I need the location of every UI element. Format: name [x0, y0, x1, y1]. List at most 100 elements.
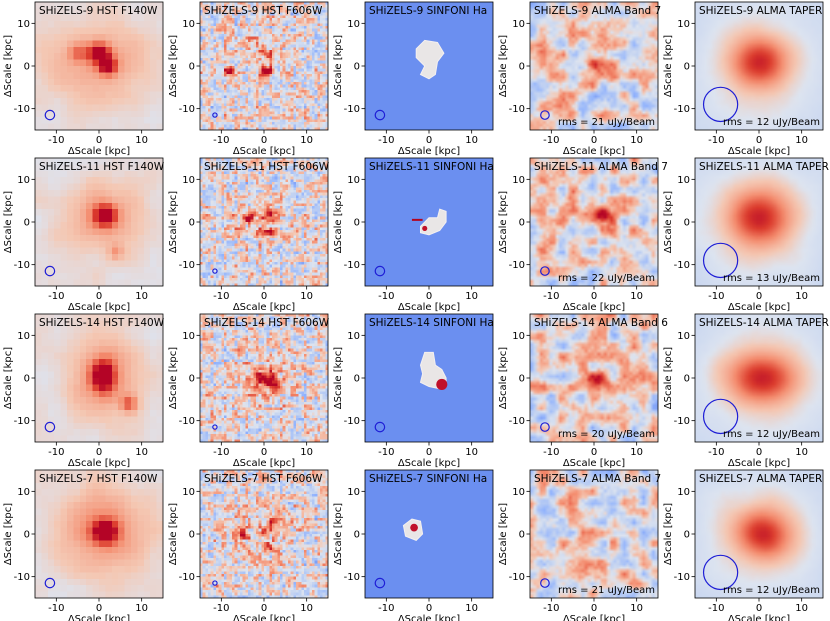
y-tick-label: 0 — [684, 530, 690, 541]
x-tick-label: -10 — [378, 135, 394, 146]
x-axis-label: ΔScale [kpc] — [563, 458, 625, 469]
y-tick-label: -10 — [14, 260, 30, 271]
rms-label: rms = 21 uJy/Beam — [558, 117, 655, 128]
intensity-map — [695, 158, 823, 286]
beam-ellipse — [374, 109, 386, 121]
x-tick-label: -10 — [708, 135, 724, 146]
beam-ellipse — [212, 268, 218, 274]
y-axis-label: ΔScale [kpc] — [168, 191, 179, 253]
y-tick-label: 0 — [684, 62, 690, 73]
intensity-map — [35, 2, 163, 130]
y-tick-label: -10 — [344, 260, 360, 271]
x-tick-label: -10 — [543, 291, 559, 302]
beam-ellipse — [44, 577, 56, 589]
panel-r0-c3: SHiZELS-9 ALMA Band 7 rms = 21 uJy/Beam -1… — [498, 1, 661, 157]
y-axis-label: ΔScale [kpc] — [663, 191, 674, 253]
x-tick-label: -10 — [48, 135, 64, 146]
panel-title: SHiZELS-11 ALMA TAPER — [699, 161, 829, 173]
beam-ellipse — [212, 580, 218, 586]
x-tick-label: 10 — [630, 603, 643, 614]
panel-title: SHiZELS-9 HST F140W — [39, 5, 158, 17]
y-tick-label: -10 — [509, 572, 525, 583]
y-tick-label: 10 — [347, 175, 360, 186]
panel-title: SHiZELS-14 SINFONI Ha — [369, 317, 494, 329]
y-axis-label: ΔScale [kpc] — [168, 347, 179, 409]
x-tick-label: 10 — [795, 447, 808, 458]
rms-label: rms = 21 uJy/Beam — [558, 585, 655, 596]
y-axis-label: ΔScale [kpc] — [498, 347, 509, 409]
intensity-map — [530, 470, 658, 598]
intensity-map — [695, 314, 823, 442]
beam-ellipse — [702, 86, 739, 123]
x-tick-label: 0 — [756, 447, 762, 458]
y-tick-label: 0 — [519, 374, 525, 385]
x-tick-label: 0 — [261, 447, 267, 458]
y-axis-label: ΔScale [kpc] — [333, 191, 344, 253]
x-tick-label: 0 — [96, 135, 102, 146]
x-axis-label: ΔScale [kpc] — [563, 614, 625, 621]
panel-r1-c4: SHiZELS-11 ALMA TAPER rms = 13 uJy/Beam -1… — [663, 157, 829, 313]
intensity-map — [200, 2, 328, 130]
y-tick-label: -10 — [14, 572, 30, 583]
panel-title: SHiZELS-14 HST F140W — [39, 317, 165, 329]
x-tick-label: 10 — [630, 135, 643, 146]
y-axis-label: ΔScale [kpc] — [3, 347, 14, 409]
x-tick-label: 0 — [261, 291, 267, 302]
x-tick-label: 10 — [300, 135, 313, 146]
x-axis-label: ΔScale [kpc] — [233, 302, 295, 313]
y-tick-label: -10 — [674, 260, 690, 271]
x-tick-label: 0 — [591, 135, 597, 146]
intensity-map — [695, 470, 823, 598]
x-tick-label: 10 — [300, 603, 313, 614]
y-tick-label: 0 — [354, 218, 360, 229]
y-tick-label: -10 — [674, 572, 690, 583]
y-tick-label: -10 — [14, 416, 30, 427]
y-tick-label: 10 — [347, 487, 360, 498]
x-tick-label: 0 — [591, 603, 597, 614]
y-tick-label: -10 — [344, 572, 360, 583]
y-axis-label: ΔScale [kpc] — [498, 503, 509, 565]
x-tick-label: -10 — [378, 291, 394, 302]
panel-title: SHiZELS-7 ALMA TAPER — [699, 473, 822, 485]
beam-ellipse — [374, 577, 386, 589]
x-tick-label: 0 — [756, 135, 762, 146]
y-tick-label: 0 — [519, 62, 525, 73]
panel-r2-c2: SHiZELS-14 SINFONI Ha-10 0 10-10010ΔScale … — [333, 313, 494, 469]
x-tick-label: 0 — [591, 291, 597, 302]
rms-label: rms = 12 uJy/Beam — [723, 585, 820, 596]
panel-r0-c4: SHiZELS-9 ALMA TAPER rms = 12 uJy/Beam -10… — [663, 1, 824, 157]
y-tick-label: 0 — [24, 374, 30, 385]
x-tick-label: 0 — [96, 603, 102, 614]
intensity-map — [530, 314, 658, 442]
rms-label: rms = 12 uJy/Beam — [723, 117, 820, 128]
x-axis-label: ΔScale [kpc] — [398, 614, 460, 621]
panel-title: SHiZELS-9 ALMA TAPER — [699, 5, 822, 17]
y-axis-label: ΔScale [kpc] — [168, 35, 179, 97]
panel-title: SHiZELS-7 HST F140W — [39, 473, 158, 485]
x-tick-label: 10 — [630, 447, 643, 458]
x-tick-label: -10 — [543, 603, 559, 614]
x-tick-label: 10 — [135, 135, 148, 146]
x-axis-label: ΔScale [kpc] — [563, 302, 625, 313]
panel-r2-c3: SHiZELS-14 ALMA Band 6 rms = 20 uJy/Beam -… — [498, 313, 668, 469]
x-tick-label: 10 — [300, 447, 313, 458]
x-axis-label: ΔScale [kpc] — [68, 614, 130, 621]
x-tick-label: -10 — [48, 603, 64, 614]
y-tick-label: 0 — [24, 62, 30, 73]
x-axis-label: ΔScale [kpc] — [728, 302, 790, 313]
beam-ellipse — [540, 578, 550, 588]
x-axis-label: ΔScale [kpc] — [728, 614, 790, 621]
y-tick-label: 10 — [347, 19, 360, 30]
y-axis-label: ΔScale [kpc] — [498, 35, 509, 97]
halpha-peak-spot — [410, 523, 418, 532]
y-tick-label: 10 — [677, 487, 690, 498]
panel-title: SHiZELS-7 HST F606W — [204, 473, 323, 485]
intensity-map — [530, 158, 658, 286]
x-tick-label: -10 — [213, 447, 229, 458]
